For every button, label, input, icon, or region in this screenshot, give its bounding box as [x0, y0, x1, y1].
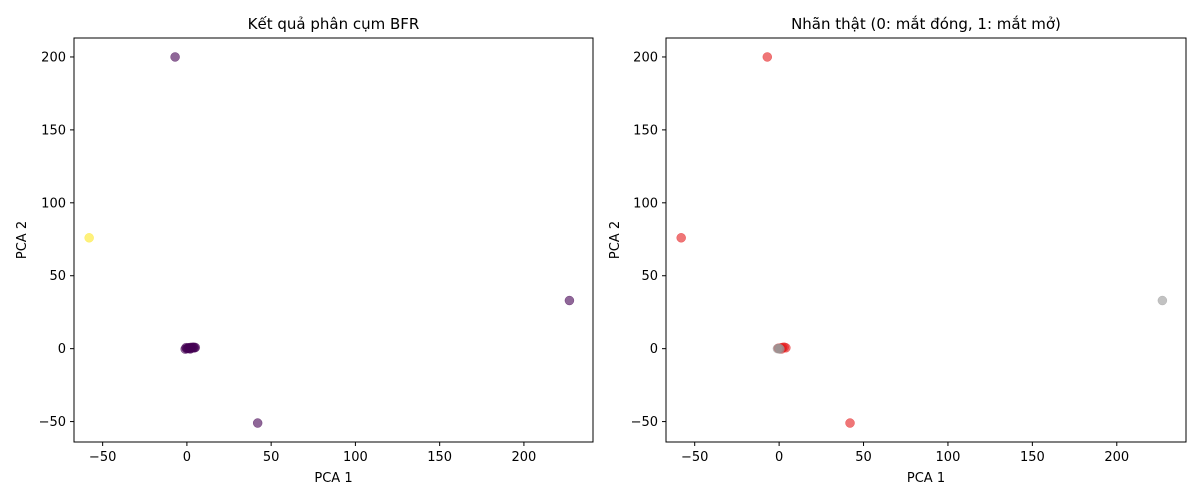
x-tick-label: 150 — [1020, 450, 1045, 465]
scatter-point — [676, 233, 686, 243]
y-tick-label: 100 — [633, 196, 658, 211]
axis-ticks: −50 0 50 100 150 200 −50 0 50 100 150 200 — [631, 50, 1130, 465]
axis-ticks: −50 0 50 100 150 200 −50 0 50 100 150 200 — [39, 50, 537, 465]
y-tick-label: 0 — [58, 342, 66, 357]
x-tick-label: 50 — [855, 450, 872, 465]
scatter-point — [762, 52, 773, 62]
y-axis-label: PCA 2 — [608, 221, 623, 259]
y-tick-label: 200 — [41, 50, 66, 65]
scatter-point — [84, 233, 94, 243]
x-tick-label: 200 — [511, 450, 536, 465]
x-tick-label: 150 — [427, 450, 452, 465]
y-tick-label: 150 — [41, 123, 66, 138]
x-axis-label: PCA 1 — [907, 471, 945, 486]
scatter-point — [170, 52, 180, 62]
y-tick-label: 0 — [650, 342, 658, 357]
scatter-point — [775, 344, 785, 354]
x-tick-label: −50 — [89, 450, 116, 465]
scatter-points — [84, 52, 575, 428]
scatter-point — [564, 295, 575, 306]
y-tick-label: 50 — [49, 269, 66, 284]
x-tick-label: 0 — [183, 450, 191, 465]
scatter-points — [676, 52, 1168, 428]
chart-title: Kết quả phân cụm BFR — [248, 15, 420, 33]
y-tick-label: 200 — [633, 50, 658, 65]
y-tick-label: 100 — [41, 196, 66, 211]
x-tick-label: −50 — [681, 450, 708, 465]
x-tick-label: 200 — [1104, 450, 1129, 465]
x-tick-label: 50 — [263, 450, 280, 465]
x-tick-label: 100 — [936, 450, 961, 465]
subplot-true-labels: −50 0 50 100 150 200 −50 0 50 100 150 200 Nhãn thật… — [608, 15, 1187, 486]
x-tick-label: 0 — [775, 450, 783, 465]
scatter-point — [185, 344, 196, 354]
scatter-point — [845, 418, 855, 428]
scatter-point — [252, 418, 263, 428]
y-tick-label: −50 — [39, 415, 66, 430]
y-axis-label: PCA 2 — [15, 221, 30, 259]
x-tick-label: 100 — [343, 450, 368, 465]
scatter-point — [1157, 295, 1168, 306]
y-tick-label: 50 — [641, 269, 658, 284]
subplot-clustering: −50 0 50 100 150 200 −50 0 50 100 150 200 Kết quả p… — [15, 15, 594, 486]
plot-area — [73, 37, 594, 443]
y-tick-label: 150 — [633, 123, 658, 138]
chart-title: Nhãn thật (0: mắt đóng, 1: mắt mở) — [791, 15, 1061, 33]
plot-area — [665, 37, 1187, 443]
y-tick-label: −50 — [631, 415, 658, 430]
x-axis-label: PCA 1 — [314, 471, 352, 486]
